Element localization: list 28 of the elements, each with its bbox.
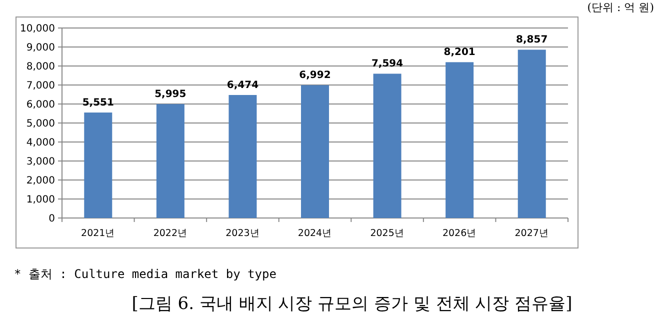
data-label: 6,474 <box>226 80 259 91</box>
x-tick-label: 2024년 <box>298 228 332 239</box>
x-tick-label: 2027년 <box>514 228 549 239</box>
y-tick-label: 5,000 <box>26 118 55 130</box>
y-tick-label: 4,000 <box>26 138 55 148</box>
y-tick-label: 6,000 <box>26 100 55 110</box>
data-label: 6,992 <box>299 70 331 82</box>
x-tick-label: 2023년 <box>226 228 260 239</box>
y-tick-label: 2,000 <box>26 176 55 186</box>
data-label: 5,551 <box>82 98 114 109</box>
x-tick-label: 2025년 <box>370 228 404 239</box>
y-tick-label: 10,000 <box>20 24 55 34</box>
x-tick-label: 2026년 <box>442 228 477 239</box>
x-tick-label: 2021년 <box>81 228 116 239</box>
data-label: 8,201 <box>444 47 476 58</box>
data-label: 7,594 <box>371 58 404 70</box>
y-tick-label: 7,000 <box>26 80 55 92</box>
data-label: 8,857 <box>516 34 548 46</box>
y-tick-label: 8,000 <box>26 62 55 72</box>
y-tick-label: 0 <box>48 214 55 224</box>
data-label: 5,995 <box>154 89 186 100</box>
text: [그림 6. 국내 배지 시장 규모의 증가 및 전체 시장 점유율] <box>132 294 572 314</box>
y-tick-label: 3,000 <box>26 156 55 168</box>
y-tick-label: 9,000 <box>26 42 55 54</box>
x-tick-label: 2022년 <box>153 228 188 239</box>
text: (단위 : 억 원) <box>587 1 654 14</box>
y-tick-label: 1,000 <box>26 194 55 206</box>
text: * 출처 : Culture media market by type <box>14 267 276 281</box>
